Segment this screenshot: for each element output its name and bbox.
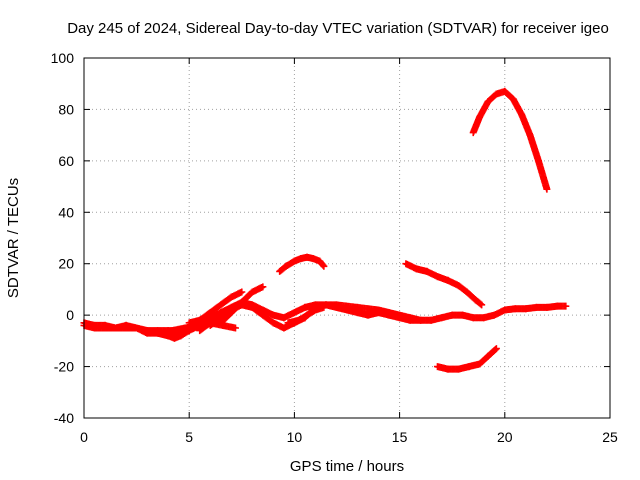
data-point <box>478 301 486 309</box>
x-axis-label: GPS time / hours <box>290 458 404 475</box>
series-arc-post-15 <box>364 302 570 324</box>
y-tick-label: -20 <box>54 359 74 375</box>
y-tick-label: 60 <box>58 153 74 169</box>
data-point <box>319 261 327 269</box>
series-arc-descent <box>402 260 486 309</box>
x-tick-label: 5 <box>185 429 193 445</box>
data-point <box>562 302 570 310</box>
y-tick-label: -40 <box>54 410 74 426</box>
x-tick-label: 10 <box>287 429 303 445</box>
y-tick-label: 20 <box>58 256 74 272</box>
series-arc-rise-3 <box>217 283 267 327</box>
data-point <box>477 300 485 308</box>
series-arc-mid-20 <box>276 253 328 275</box>
data-point <box>320 303 328 311</box>
data-point <box>492 345 500 353</box>
series-arc-peak <box>469 87 551 193</box>
y-tick-label: 100 <box>51 50 75 66</box>
chart-title: Day 245 of 2024, Sidereal Day-to-day VTE… <box>67 20 609 37</box>
x-tick-label: 0 <box>80 429 88 445</box>
series-arc-short-b <box>284 303 328 327</box>
y-tick-label: 0 <box>66 307 74 323</box>
data-layer <box>80 87 570 373</box>
data-point <box>320 262 328 270</box>
plot-frame <box>83 57 611 419</box>
grid <box>84 58 610 418</box>
data-point <box>238 288 246 296</box>
data-point <box>491 346 499 354</box>
x-tick-label: 25 <box>602 429 618 445</box>
data-point <box>259 283 267 291</box>
y-axis-label: SDTVAR / TECUs <box>5 178 22 298</box>
y-tick-label: 80 <box>58 101 74 117</box>
series-arc-low <box>433 345 500 373</box>
y-tick-label: 40 <box>58 204 74 220</box>
data-point <box>543 185 551 193</box>
x-tick-label: 15 <box>392 429 408 445</box>
x-tick-label: 20 <box>497 429 513 445</box>
ticks: 0 5 10 15 20 25 -40 -20 0 20 40 60 80 100 <box>51 50 618 445</box>
data-point <box>231 324 239 332</box>
series-arc-short-a <box>168 319 239 335</box>
